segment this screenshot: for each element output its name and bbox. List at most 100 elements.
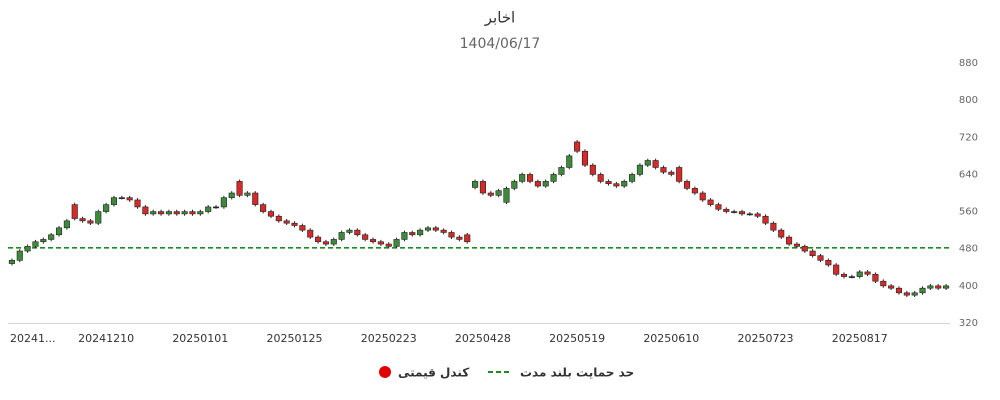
candle-body <box>212 206 220 209</box>
candle-body <box>903 292 910 296</box>
candle-body <box>87 220 94 224</box>
candle-body <box>888 285 895 289</box>
candle-body <box>424 227 432 231</box>
candle-body <box>605 181 612 185</box>
legend-label: کندل قیمتی <box>398 366 469 380</box>
candle-body <box>770 222 777 231</box>
candle-body <box>793 243 800 247</box>
candle-body <box>110 197 118 205</box>
candle-body <box>197 211 204 215</box>
y-tick-label: 480 <box>959 244 978 255</box>
x-tick-label: 20250223 <box>361 332 417 345</box>
candle-body <box>589 164 596 175</box>
candle-body <box>833 264 840 275</box>
candle-body <box>322 241 329 245</box>
candle-body <box>432 227 439 231</box>
candle-body <box>472 181 479 188</box>
candle-body <box>354 229 361 236</box>
candle-body <box>919 287 926 294</box>
candle-body <box>464 234 471 243</box>
candle-body <box>165 211 172 215</box>
candle-body <box>8 260 15 264</box>
x-tick-label: 20250101 <box>172 332 228 345</box>
candle-body <box>126 197 133 201</box>
candle-body <box>746 213 753 216</box>
candle-body <box>205 206 212 212</box>
candle-body <box>401 232 408 240</box>
x-tick-label: 20250817 <box>832 332 888 345</box>
candle-body <box>817 255 824 261</box>
x-tick-label: 20250519 <box>549 332 605 345</box>
candle-body <box>825 260 832 266</box>
candle-body <box>935 285 942 289</box>
candle-body <box>550 174 557 182</box>
y-tick-label: 320 <box>959 318 978 329</box>
candle-body <box>291 222 298 226</box>
candle-body <box>629 174 636 182</box>
candle-body <box>880 280 887 287</box>
candle-body <box>519 174 526 182</box>
candle-body <box>48 234 55 240</box>
candle-body <box>377 241 384 245</box>
candle-body <box>511 181 518 189</box>
candle-body <box>330 239 337 245</box>
candle-body <box>158 211 165 215</box>
candle-body <box>134 199 141 208</box>
candle-body <box>362 234 369 240</box>
y-tick-label: 560 <box>959 207 978 218</box>
candle-body <box>346 229 353 233</box>
chart-title: اخابر <box>484 9 515 27</box>
candle-body <box>55 227 63 236</box>
candle-body <box>786 236 793 245</box>
x-tick-label: 20250428 <box>455 332 511 345</box>
candle-body <box>118 197 125 199</box>
candle-body <box>63 220 70 229</box>
candle-body <box>856 271 863 277</box>
x-tick-label: 20250723 <box>738 332 794 345</box>
candle-body <box>417 229 424 236</box>
candle-body <box>409 232 416 236</box>
candle-body <box>283 220 290 224</box>
chart-subtitle: 1404/06/17 <box>460 36 541 52</box>
candle-body <box>574 141 581 152</box>
candle-body <box>448 232 455 238</box>
candle-body <box>699 192 706 201</box>
candle-body <box>299 225 306 231</box>
candle-body <box>738 211 746 215</box>
candle-body <box>142 206 149 215</box>
candle-body <box>668 171 675 175</box>
candle-body <box>542 181 549 187</box>
legend-label: حد حمایت بلند مدت <box>520 366 634 380</box>
candle-body <box>150 211 157 215</box>
candle-body <box>723 208 730 212</box>
candle-body <box>181 211 188 215</box>
candle-body <box>24 246 31 252</box>
candle-body <box>228 192 235 198</box>
y-tick-label: 800 <box>959 95 978 106</box>
x-tick-label: 20241... <box>10 332 55 345</box>
candle-body <box>691 188 698 194</box>
candle-body <box>307 229 314 238</box>
candle-body <box>652 160 659 168</box>
candle-body <box>503 188 510 203</box>
candle-body <box>40 239 47 243</box>
candle-body <box>95 211 102 224</box>
candle-body <box>315 236 322 243</box>
candle-body <box>479 181 486 194</box>
y-tick-label: 400 <box>959 281 978 292</box>
candle-body <box>644 160 651 166</box>
candle-body <box>683 181 691 189</box>
y-tick-label: 880 <box>959 58 978 69</box>
candle-body <box>566 155 573 168</box>
candle-body <box>534 181 541 187</box>
candle-body <box>440 229 447 233</box>
candle-body <box>16 250 23 261</box>
candle-body <box>456 236 463 240</box>
candle-body <box>872 273 879 282</box>
candle-body <box>495 190 502 196</box>
candle-body <box>809 250 816 256</box>
candle-body <box>801 246 808 252</box>
candle-body <box>252 192 259 205</box>
candle-body <box>636 164 643 175</box>
